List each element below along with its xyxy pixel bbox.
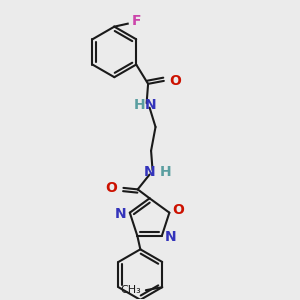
Text: N: N — [165, 230, 176, 244]
Text: N: N — [115, 207, 127, 221]
Text: CH₃: CH₃ — [121, 285, 141, 295]
Text: O: O — [172, 203, 184, 217]
Text: H: H — [160, 164, 172, 178]
Text: O: O — [169, 74, 181, 88]
Text: N: N — [144, 98, 156, 112]
Text: N: N — [144, 164, 155, 178]
Text: O: O — [105, 181, 117, 195]
Text: F: F — [132, 14, 142, 28]
Text: H: H — [134, 98, 145, 112]
